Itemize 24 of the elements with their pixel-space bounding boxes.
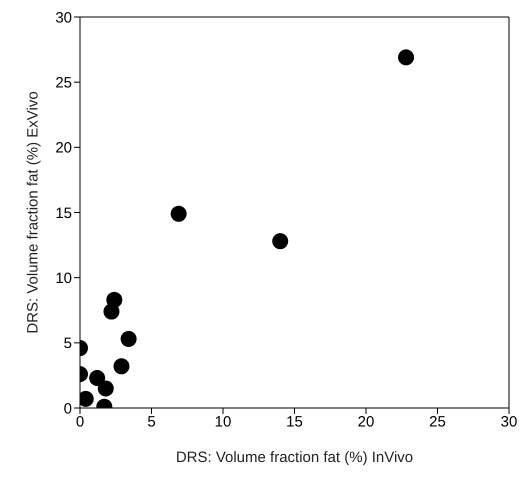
y-axis-title: DRS: Volume fraction fat (%) ExVivo bbox=[24, 91, 42, 334]
point bbox=[120, 330, 137, 347]
x-tick-label: 30 bbox=[500, 414, 518, 431]
x-tick-label: 5 bbox=[147, 414, 156, 431]
point bbox=[98, 380, 114, 396]
x-tick-label: 10 bbox=[214, 414, 232, 431]
point bbox=[103, 304, 120, 320]
y-tick-label: 25 bbox=[55, 74, 72, 92]
x-axis-title: DRS: Volume fraction fat (%) InVivo bbox=[176, 449, 414, 466]
point bbox=[89, 370, 106, 386]
y-tick-label: 20 bbox=[55, 140, 72, 157]
point bbox=[113, 358, 130, 374]
y-tick-label: 30 bbox=[55, 9, 72, 26]
y-tick-label: 0 bbox=[64, 400, 72, 418]
point bbox=[170, 206, 187, 222]
x-tick-label: 15 bbox=[286, 414, 303, 431]
point bbox=[398, 49, 414, 66]
y-tick-label: 5 bbox=[64, 335, 72, 352]
y-tick-label: 15 bbox=[55, 204, 72, 222]
x-tick-label: 25 bbox=[429, 414, 446, 431]
x-tick-label: 0 bbox=[76, 414, 84, 431]
point bbox=[272, 233, 288, 250]
y-tick-label: 10 bbox=[55, 270, 72, 287]
x-tick-label: 20 bbox=[358, 414, 374, 431]
